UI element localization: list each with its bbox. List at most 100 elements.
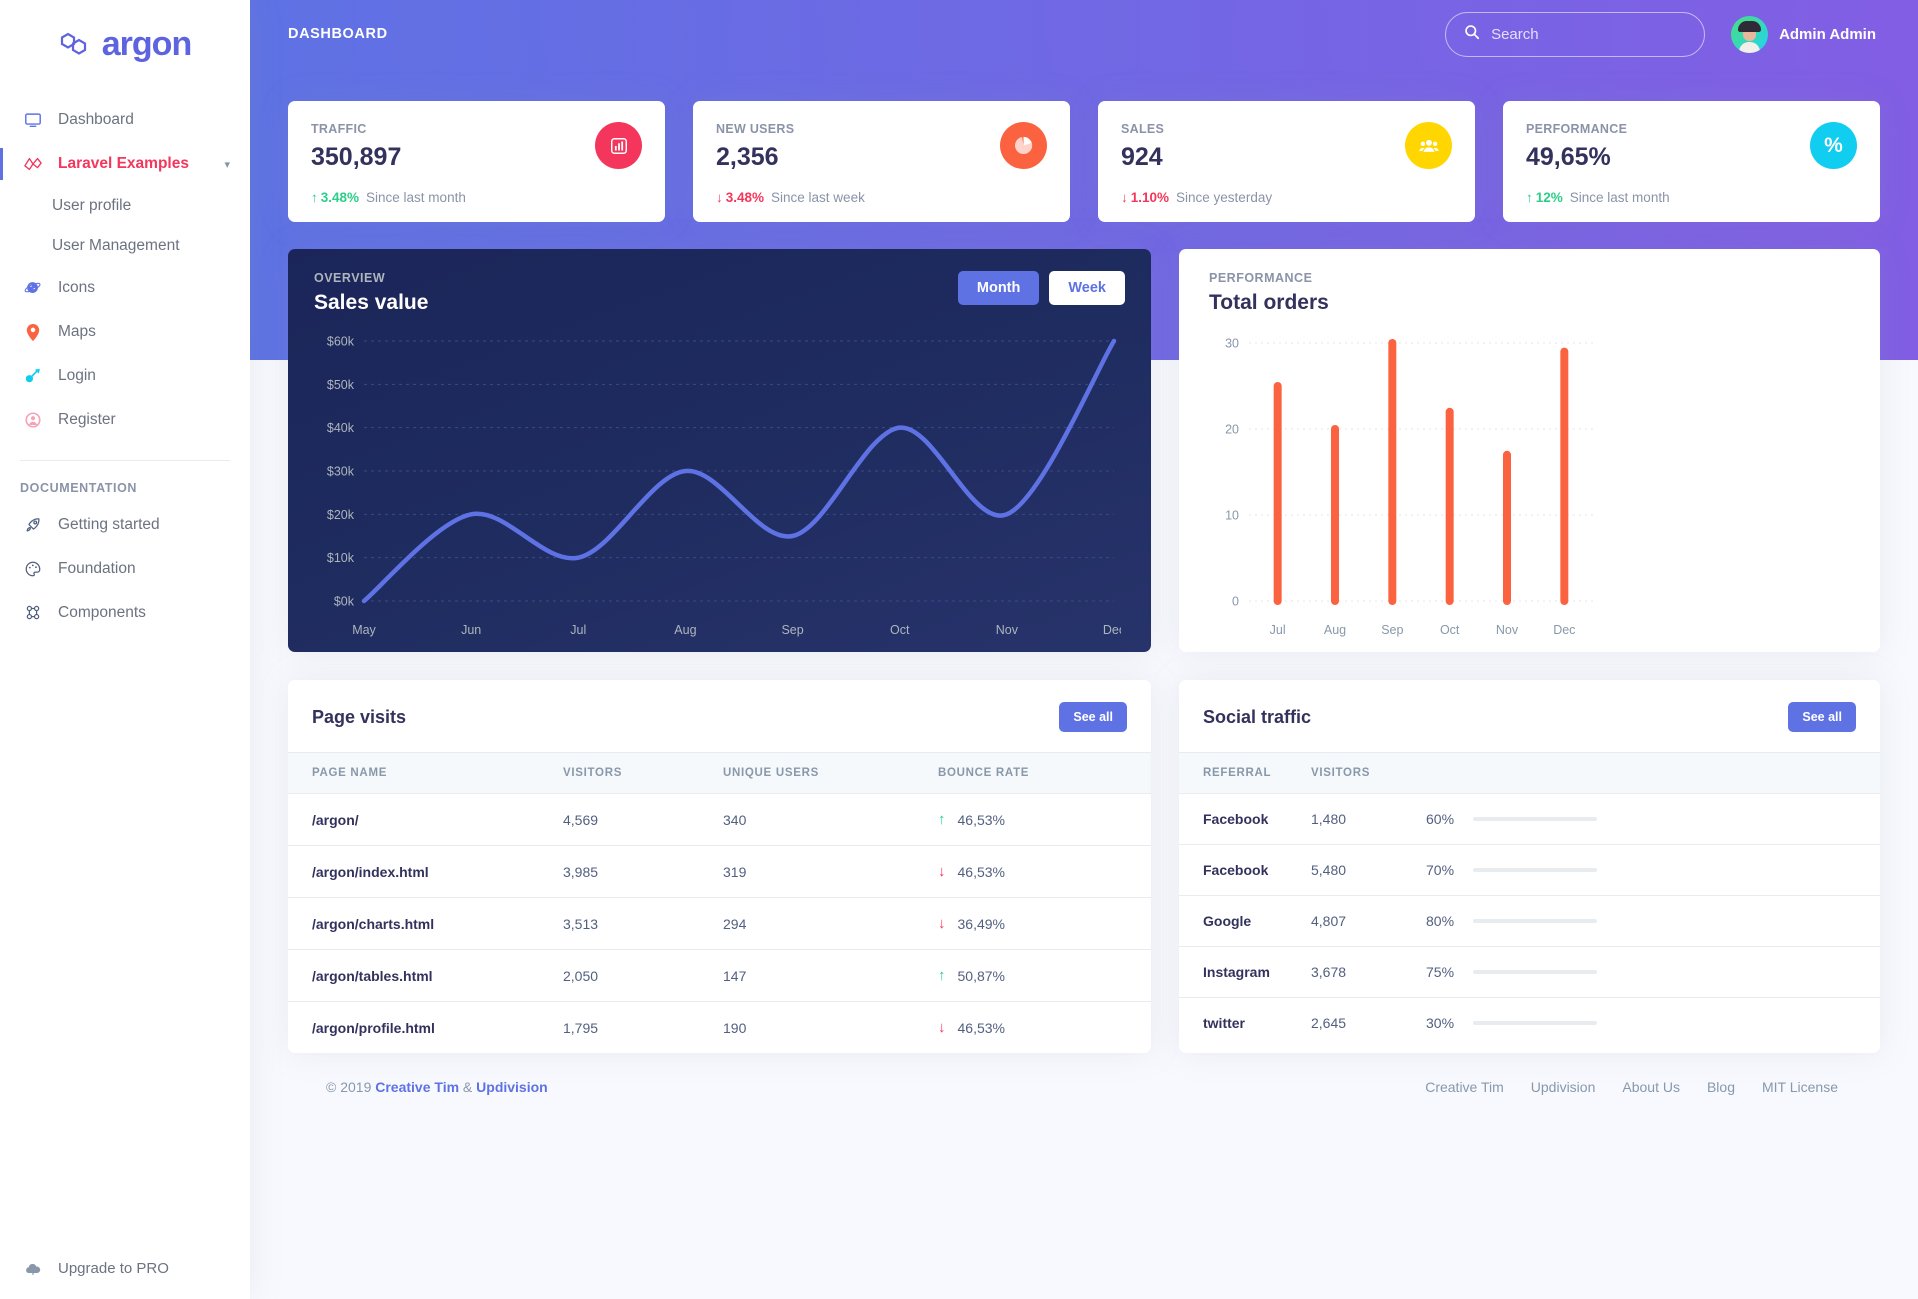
sidebar-item-register[interactable]: Register	[0, 398, 250, 442]
cell-visitors: 2,050	[563, 949, 723, 1002]
total-orders-bar-chart-svg: 0 10 20 30 Jul Aug Sep Oct Nov Dec	[1225, 337, 1593, 637]
sidebar-nav: Dashboard Laravel Examples ▾ User profil…	[0, 88, 250, 635]
page-visits-panel: Page visits See all PAGE NAME VISITORS U…	[288, 680, 1151, 1053]
month-button[interactable]: Month	[957, 271, 1040, 305]
stat-period: Since last month	[1569, 190, 1670, 205]
cell-unique-users: 190	[723, 1019, 747, 1036]
bounce-rate-value: 36,49%	[957, 915, 1005, 932]
social-traffic-table: REFERRAL VISITORS Facebook 1,480 60% Facebo…	[1179, 752, 1880, 1048]
svg-text:30: 30	[1225, 337, 1239, 351]
total-orders-chart-card: PERFORMANCE Total orders 0 10 20 30 Jul Aug S…	[1179, 249, 1880, 652]
chart-title: Sales value	[314, 291, 429, 314]
footer-link[interactable]: About Us	[1622, 1079, 1680, 1095]
column-header: PAGE NAME	[288, 752, 563, 794]
search-box[interactable]	[1445, 11, 1706, 57]
svg-text:May: May	[352, 623, 376, 637]
cell-page-name: /argon/index.html	[288, 845, 563, 898]
progress-track	[1473, 817, 1597, 821]
laravel-icon	[20, 155, 46, 173]
sidebar-subitem-user-profile[interactable]: User profile	[0, 186, 250, 226]
sidebar-item-label: Register	[58, 411, 116, 428]
cell-visitors: 3,985	[563, 845, 723, 898]
svg-text:0: 0	[1232, 595, 1239, 609]
column-header	[1426, 752, 1880, 794]
see-all-button[interactable]: See all	[1059, 702, 1127, 732]
tables-row: Page visits See all PAGE NAME VISITORS U…	[288, 680, 1880, 1053]
cell-visitors: 4,569	[563, 793, 723, 846]
sidebar-item-getting-started[interactable]: Getting started	[0, 503, 250, 547]
search-input[interactable]	[1491, 25, 1687, 43]
stat-period: Since last month	[366, 190, 466, 205]
footer-links: Creative Tim Updivision About Us Blog MIT Li…	[1425, 1079, 1838, 1095]
svg-text:Aug: Aug	[1324, 623, 1346, 637]
arrow-down-icon: ↓	[1121, 190, 1128, 205]
see-all-button[interactable]: See all	[1788, 702, 1856, 732]
stat-delta: ↓ 1.10%	[1121, 190, 1169, 205]
sidebar-item-foundation[interactable]: Foundation	[0, 547, 250, 591]
column-header: BOUNCE RATE	[938, 752, 1151, 794]
footer-link-updivision[interactable]: Updivision	[476, 1079, 548, 1095]
sidebar-item-components[interactable]: Components	[0, 591, 250, 635]
sidebar-item-label: Foundation	[58, 560, 136, 577]
bounce-rate-value: 46,53%	[957, 811, 1005, 828]
cell-unique-users: 147	[723, 949, 938, 1002]
bounce-rate-value: 46,53%	[957, 863, 1005, 880]
brand[interactable]: argon	[0, 0, 250, 88]
footer-link[interactable]: Creative Tim	[1425, 1079, 1504, 1095]
arrow-up-icon: ↑	[938, 967, 946, 984]
sidebar: argon Dashboard	[0, 0, 250, 1299]
progress-track	[1473, 970, 1597, 974]
cell-unique-users: 340	[723, 793, 938, 846]
svg-text:Jul: Jul	[1270, 623, 1286, 637]
sidebar-item-maps[interactable]: Maps	[0, 310, 250, 354]
sidebar-item-login[interactable]: Login	[0, 354, 250, 398]
sidebar-item-laravel-examples[interactable]: Laravel Examples ▾	[0, 142, 250, 186]
sidebar-subitem-user-management[interactable]: User Management	[0, 226, 250, 266]
svg-text:Nov: Nov	[1496, 623, 1519, 637]
stat-card-performance: PERFORMANCE 49,65% % ↑ 12% Since last mo…	[1503, 101, 1880, 222]
svg-text:$0k: $0k	[334, 595, 355, 609]
key-icon	[20, 367, 46, 385]
column-header: VISITORS	[1311, 752, 1426, 794]
footer: © 2019 Creative Tim & Updivision Creativ…	[288, 1053, 1880, 1095]
panel-title: Social traffic	[1203, 706, 1312, 727]
column-header: REFERRAL	[1179, 752, 1311, 794]
content-area: TRAFFIC 350,897 ↑	[250, 68, 1918, 1095]
upgrade-to-pro-button[interactable]: Upgrade to PRO	[0, 1260, 250, 1277]
footer-link-creative-tim[interactable]: Creative Tim	[375, 1079, 460, 1095]
table-row: twitter 2,645 30%	[1179, 998, 1880, 1049]
page-visits-body: /argon/4,569 340 ↑ 46,53%/argon/index.html 3…	[288, 793, 1151, 1054]
rocket-icon	[20, 516, 46, 534]
cell-visitors: 5,480	[1311, 844, 1426, 896]
sidebar-item-icons[interactable]: Icons	[0, 266, 250, 310]
svg-text:$20k: $20k	[327, 508, 355, 522]
svg-text:Sep: Sep	[1381, 623, 1403, 637]
arrow-up-icon: ↑	[311, 190, 318, 205]
chart-title: Total orders	[1209, 291, 1329, 314]
sidebar-section-documentation: DOCUMENTATION	[20, 481, 138, 495]
panel-title: Page visits	[312, 706, 407, 727]
sidebar-item-label: Maps	[58, 323, 96, 340]
footer-link[interactable]: Blog	[1706, 1079, 1735, 1095]
svg-text:Oct: Oct	[1440, 623, 1460, 637]
sidebar-item-label: Components	[58, 604, 146, 621]
svg-text:Aug: Aug	[674, 623, 696, 637]
column-header: UNIQUE USERS	[723, 752, 938, 794]
footer-link[interactable]: MIT License	[1762, 1079, 1838, 1095]
map-pin-icon	[20, 323, 46, 342]
week-button[interactable]: Week	[1049, 271, 1125, 305]
stat-label: PERFORMANCE	[1526, 122, 1628, 136]
planet-icon	[20, 279, 46, 297]
stat-label: SALES	[1121, 122, 1165, 136]
cell-page-name: /argon/charts.html	[288, 897, 563, 950]
sidebar-item-dashboard[interactable]: Dashboard	[0, 98, 250, 142]
user-menu[interactable]: Admin Admin	[1731, 15, 1876, 53]
progress-track	[1473, 1021, 1597, 1025]
chevron-down-icon[interactable]: ▾	[224, 158, 230, 171]
total-orders-bar-plot: 0 10 20 30 Jul Aug Sep Oct Nov Dec	[1201, 329, 1854, 654]
stat-label: NEW USERS	[716, 122, 795, 136]
stat-delta-value: 3.48%	[320, 190, 360, 205]
footer-link[interactable]: Updivision	[1530, 1079, 1596, 1095]
svg-text:$60k: $60k	[327, 335, 355, 349]
